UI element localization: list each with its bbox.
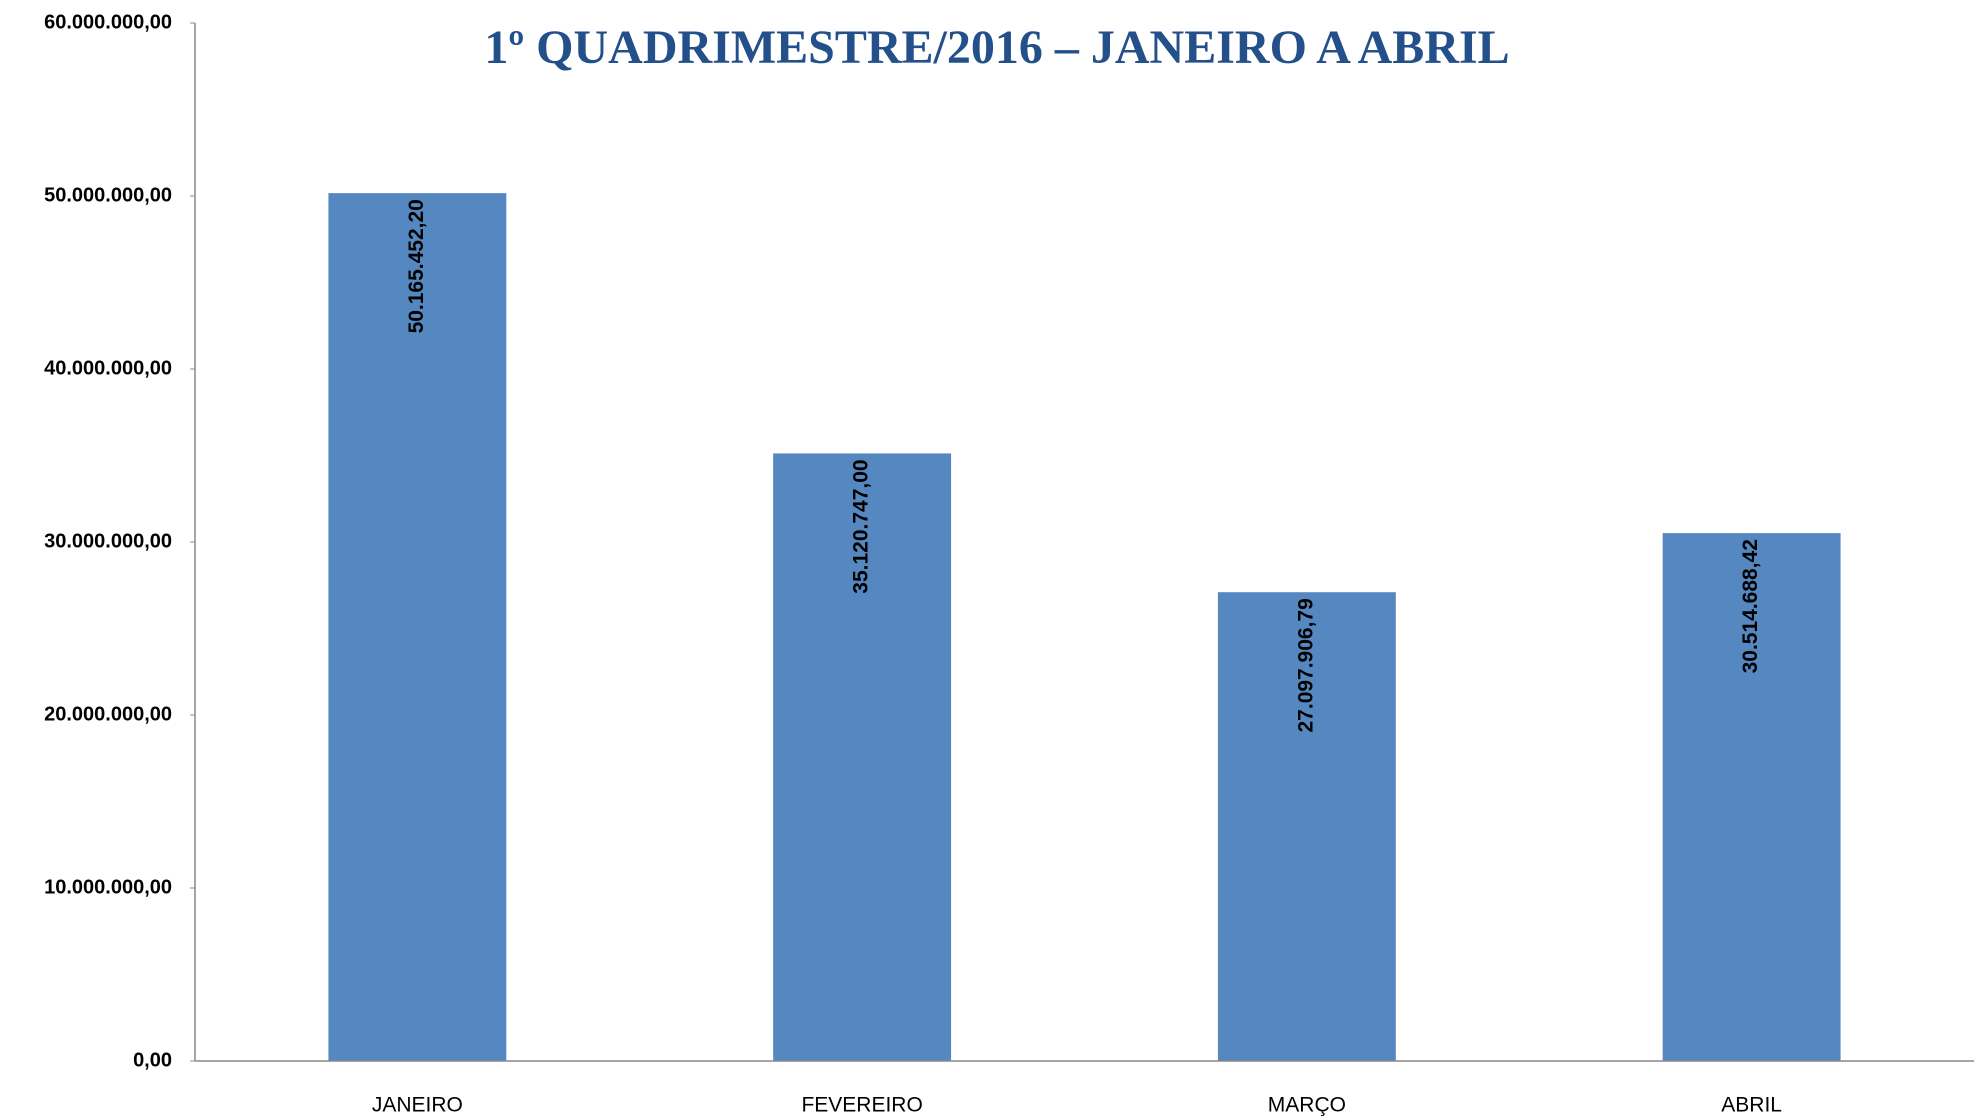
x-tick-label: FEVEREIRO [801, 1094, 922, 1117]
bar [1217, 592, 1396, 1061]
data-label: 35.120.747,00 [850, 459, 873, 593]
y-tick-label: 0,00 [133, 1049, 172, 1071]
x-tick-label: ABRIL [1721, 1094, 1782, 1117]
y-tick-label: 30.000.000,00 [44, 530, 172, 552]
chart-title: 1º QUADRIMESTRE/2016 – JANEIRO A ABRIL [484, 21, 1509, 74]
y-tick-label: 20.000.000,00 [44, 703, 172, 725]
bar [1662, 533, 1841, 1061]
y-tick-label: 50.000.000,00 [44, 184, 172, 206]
y-tick-label: 60.000.000,00 [44, 11, 172, 33]
bar [328, 193, 507, 1061]
data-label: 27.097.906,79 [1294, 598, 1317, 732]
y-tick-label: 10.000.000,00 [44, 876, 172, 898]
y-tick-label: 40.000.000,00 [44, 357, 172, 379]
bar [773, 453, 952, 1061]
x-tick-label: JANEIRO [372, 1094, 463, 1117]
x-tick-label: MARÇO [1268, 1094, 1346, 1117]
data-label: 30.514.688,42 [1739, 539, 1762, 673]
data-label: 50.165.452,20 [405, 199, 428, 333]
